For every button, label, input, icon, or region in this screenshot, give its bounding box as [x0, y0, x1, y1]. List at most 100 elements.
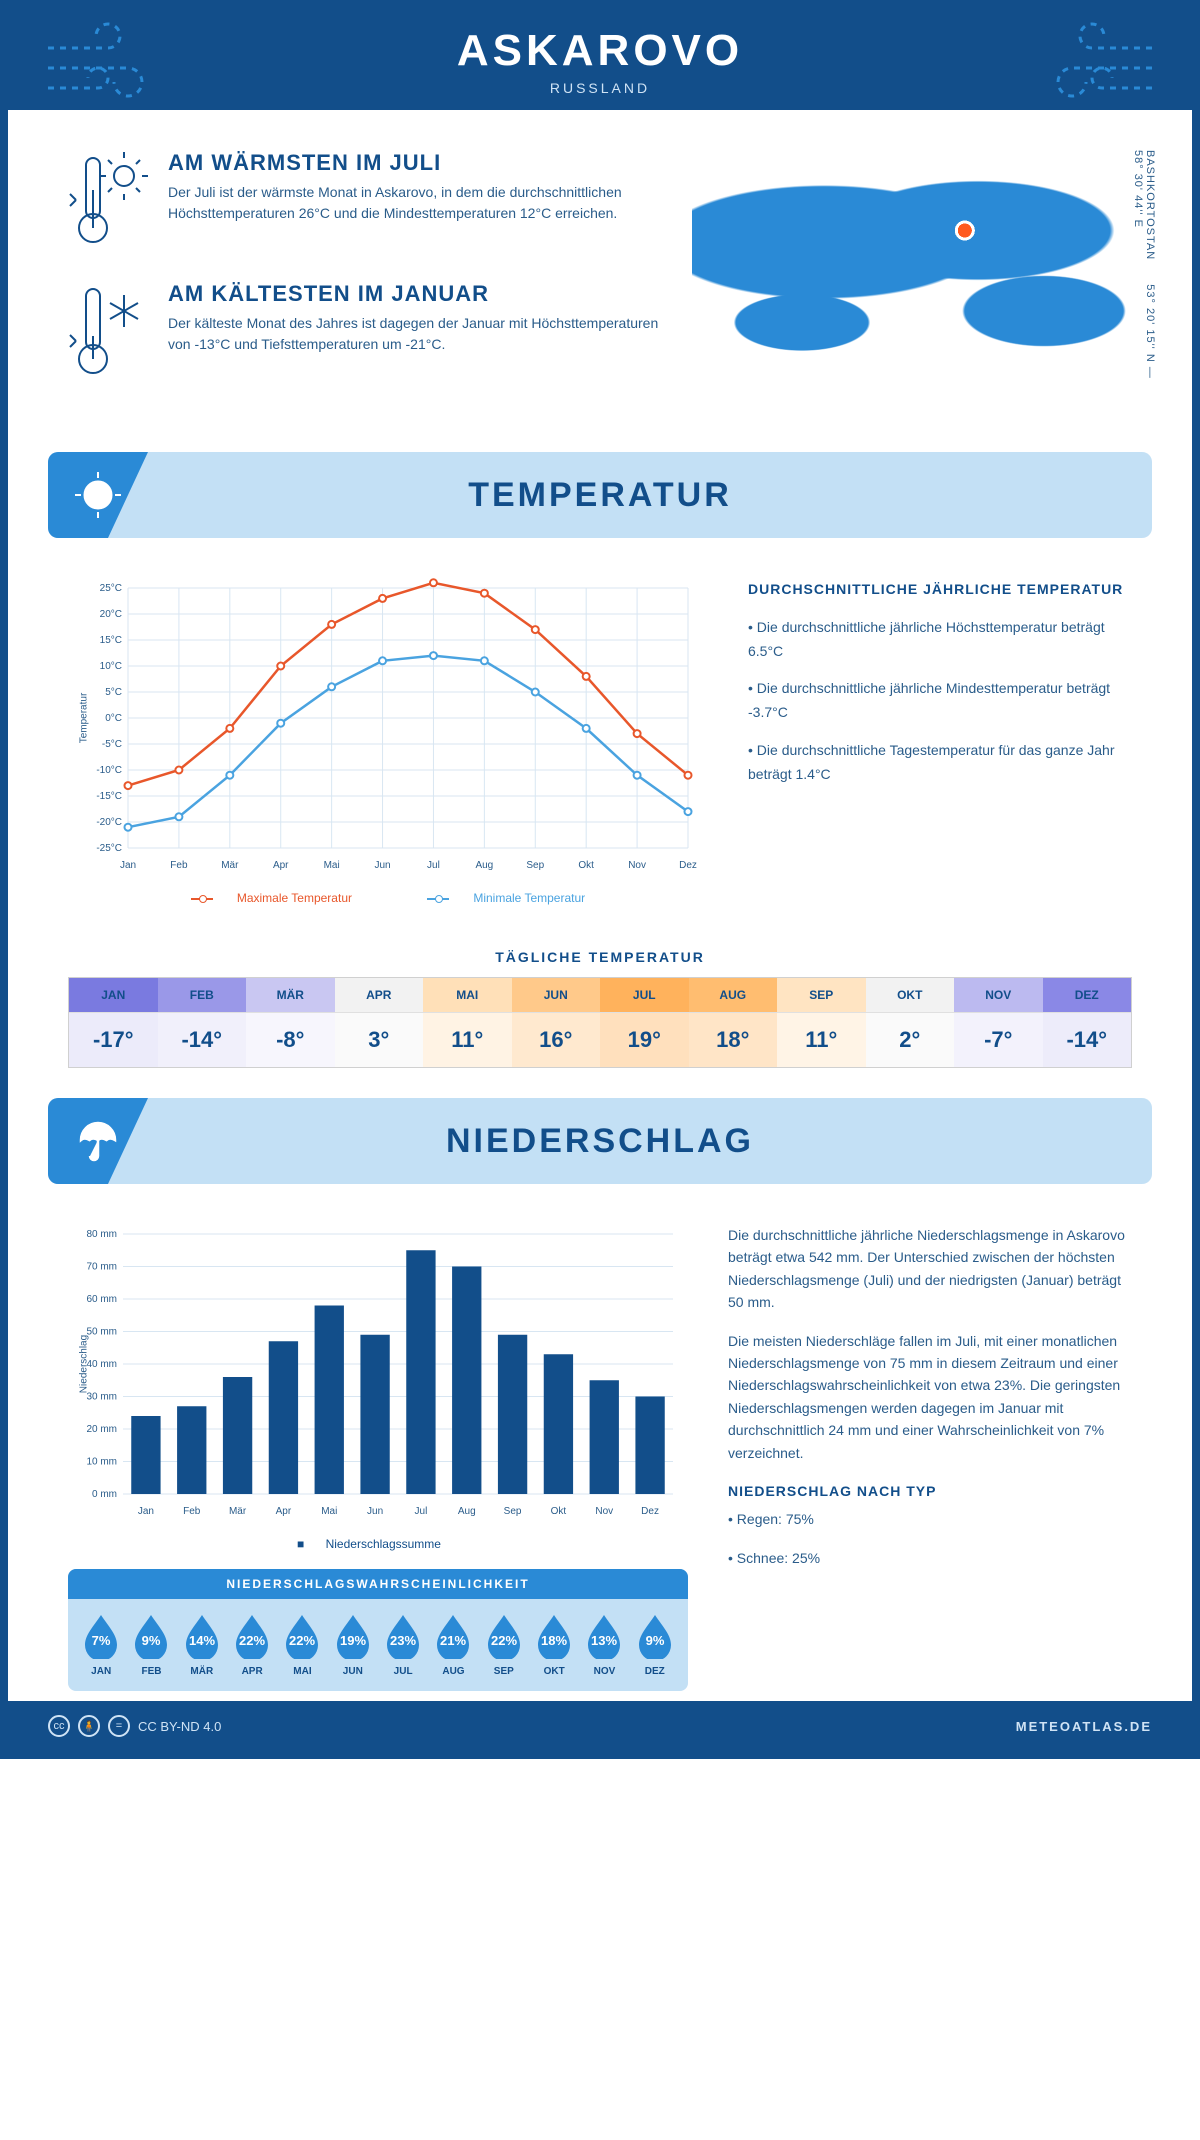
temp-info-bullet: • Die durchschnittliche jährliche Mindes… — [748, 677, 1132, 725]
fact-text: Der Juli ist der wärmste Monat in Askaro… — [168, 182, 662, 224]
temp-info-title: DURCHSCHNITTLICHE JÄHRLICHE TEMPERATUR — [748, 578, 1132, 602]
fact-title: AM KÄLTESTEN IM JANUAR — [168, 281, 662, 307]
temp-col: JUL 19° — [600, 978, 689, 1067]
svg-text:Feb: Feb — [183, 1506, 201, 1517]
svg-text:Aug: Aug — [458, 1506, 476, 1517]
svg-text:Dez: Dez — [679, 860, 697, 871]
precip-type-item: • Regen: 75% — [728, 1508, 1132, 1530]
temp-col: APR 3° — [335, 978, 424, 1067]
fact-text: Der kälteste Monat des Jahres ist dagege… — [168, 313, 662, 355]
footer: cc 🧍 = CC BY-ND 4.0 METEOATLAS.DE — [8, 1701, 1192, 1751]
world-map: BASHKORTOSTAN 53° 20' 15'' N — 58° 30' 4… — [692, 150, 1132, 412]
svg-text:15°C: 15°C — [100, 635, 122, 646]
temp-col: SEP 11° — [777, 978, 866, 1067]
svg-text:Nov: Nov — [595, 1506, 613, 1517]
svg-text:Jul: Jul — [415, 1506, 428, 1517]
temp-col: DEZ -14° — [1043, 978, 1132, 1067]
svg-text:18%: 18% — [541, 1633, 567, 1648]
prob-drop: 7% JAN — [76, 1611, 126, 1677]
svg-text:-5°C: -5°C — [102, 739, 122, 750]
prob-drop: 13% NOV — [579, 1611, 629, 1677]
svg-text:Jun: Jun — [367, 1506, 383, 1517]
svg-text:19%: 19% — [340, 1633, 366, 1648]
page-subtitle: RUSSLAND — [8, 80, 1192, 96]
svg-text:0 mm: 0 mm — [92, 1489, 117, 1500]
svg-text:Jan: Jan — [138, 1506, 154, 1517]
prob-drop: 9% DEZ — [630, 1611, 680, 1677]
svg-text:22%: 22% — [289, 1633, 315, 1648]
precip-paragraph: Die meisten Niederschläge fallen im Juli… — [728, 1330, 1132, 1464]
prob-drop: 21% AUG — [428, 1611, 478, 1677]
legend-precip: Niederschlagssumme — [326, 1537, 441, 1551]
svg-text:Temperatur: Temperatur — [79, 692, 90, 743]
svg-text:Okt: Okt — [551, 1506, 567, 1517]
svg-text:5°C: 5°C — [105, 687, 122, 698]
svg-text:0°C: 0°C — [105, 713, 122, 724]
precip-paragraph: Die durchschnittliche jährliche Niedersc… — [728, 1224, 1132, 1314]
svg-text:-20°C: -20°C — [96, 817, 122, 828]
svg-text:-15°C: -15°C — [96, 791, 122, 802]
prob-drop: 19% JUN — [328, 1611, 378, 1677]
cc-icon: cc — [48, 1715, 70, 1737]
thermometer-sun-icon — [68, 150, 148, 255]
prob-drop: 22% MAI — [277, 1611, 327, 1677]
svg-text:40 mm: 40 mm — [86, 1359, 117, 1370]
svg-text:Okt: Okt — [578, 860, 594, 871]
svg-text:14%: 14% — [189, 1633, 215, 1648]
section-head-precipitation: NIEDERSCHLAG — [48, 1098, 1152, 1184]
prob-drop: 14% MÄR — [177, 1611, 227, 1677]
precip-type-item: • Schnee: 25% — [728, 1547, 1132, 1569]
svg-text:7%: 7% — [92, 1633, 111, 1648]
svg-text:Niederschlag: Niederschlag — [79, 1335, 90, 1393]
svg-text:22%: 22% — [239, 1633, 265, 1648]
precipitation-bar-chart: 0 mm10 mm20 mm30 mm40 mm50 mm60 mm70 mm8… — [68, 1224, 688, 1551]
svg-text:Aug: Aug — [475, 860, 493, 871]
svg-text:10°C: 10°C — [100, 661, 122, 672]
fact-title: AM WÄRMSTEN IM JULI — [168, 150, 662, 176]
fact-warmest: AM WÄRMSTEN IM JULI Der Juli ist der wär… — [68, 150, 662, 255]
daily-temp-table: JAN -17° FEB -14° MÄR -8° APR 3° MAI 11°… — [68, 977, 1132, 1068]
by-icon: 🧍 — [78, 1715, 100, 1737]
svg-text:70 mm: 70 mm — [86, 1262, 117, 1273]
wind-icon — [1042, 18, 1162, 108]
prob-drop: 18% OKT — [529, 1611, 579, 1677]
prob-drop: 9% FEB — [126, 1611, 176, 1677]
svg-text:Sep: Sep — [526, 860, 544, 871]
svg-text:-25°C: -25°C — [96, 843, 122, 854]
svg-text:Sep: Sep — [504, 1506, 522, 1517]
svg-text:20°C: 20°C — [100, 609, 122, 620]
region-label: BASHKORTOSTAN — [1144, 150, 1156, 260]
svg-text:13%: 13% — [591, 1633, 617, 1648]
precip-probability-box: NIEDERSCHLAGSWAHRSCHEINLICHKEIT 7% JAN 9… — [68, 1569, 688, 1691]
daily-temp-title: TÄGLICHE TEMPERATUR — [8, 949, 1192, 965]
svg-text:9%: 9% — [142, 1633, 161, 1648]
svg-text:Jan: Jan — [120, 860, 136, 871]
svg-text:9%: 9% — [645, 1633, 664, 1648]
prob-drop: 22% SEP — [479, 1611, 529, 1677]
prob-drop: 23% JUL — [378, 1611, 428, 1677]
site-name: METEOATLAS.DE — [1016, 1719, 1152, 1734]
svg-text:-10°C: -10°C — [96, 765, 122, 776]
temp-info-bullet: • Die durchschnittliche Tagestemperatur … — [748, 739, 1132, 787]
nd-icon: = — [108, 1715, 130, 1737]
svg-text:Mai: Mai — [321, 1506, 337, 1517]
temp-col: AUG 18° — [689, 978, 778, 1067]
svg-text:10 mm: 10 mm — [86, 1457, 117, 1468]
legend-max: Maximale Temperatur — [237, 891, 352, 905]
temp-col: MÄR -8° — [246, 978, 335, 1067]
svg-text:20 mm: 20 mm — [86, 1424, 117, 1435]
legend-min: Minimale Temperatur — [473, 891, 585, 905]
svg-text:22%: 22% — [491, 1633, 517, 1648]
wind-icon — [38, 18, 158, 108]
section-title: NIEDERSCHLAG — [48, 1122, 1152, 1161]
svg-text:Mär: Mär — [221, 860, 239, 871]
svg-text:Jul: Jul — [427, 860, 440, 871]
temp-col: MAI 11° — [423, 978, 512, 1067]
svg-text:Nov: Nov — [628, 860, 646, 871]
svg-text:Jun: Jun — [374, 860, 390, 871]
page-title: ASKAROVO — [8, 26, 1192, 76]
svg-text:Apr: Apr — [276, 1506, 292, 1517]
svg-text:Mär: Mär — [229, 1506, 247, 1517]
section-title: TEMPERATUR — [48, 476, 1152, 515]
svg-text:60 mm: 60 mm — [86, 1294, 117, 1305]
